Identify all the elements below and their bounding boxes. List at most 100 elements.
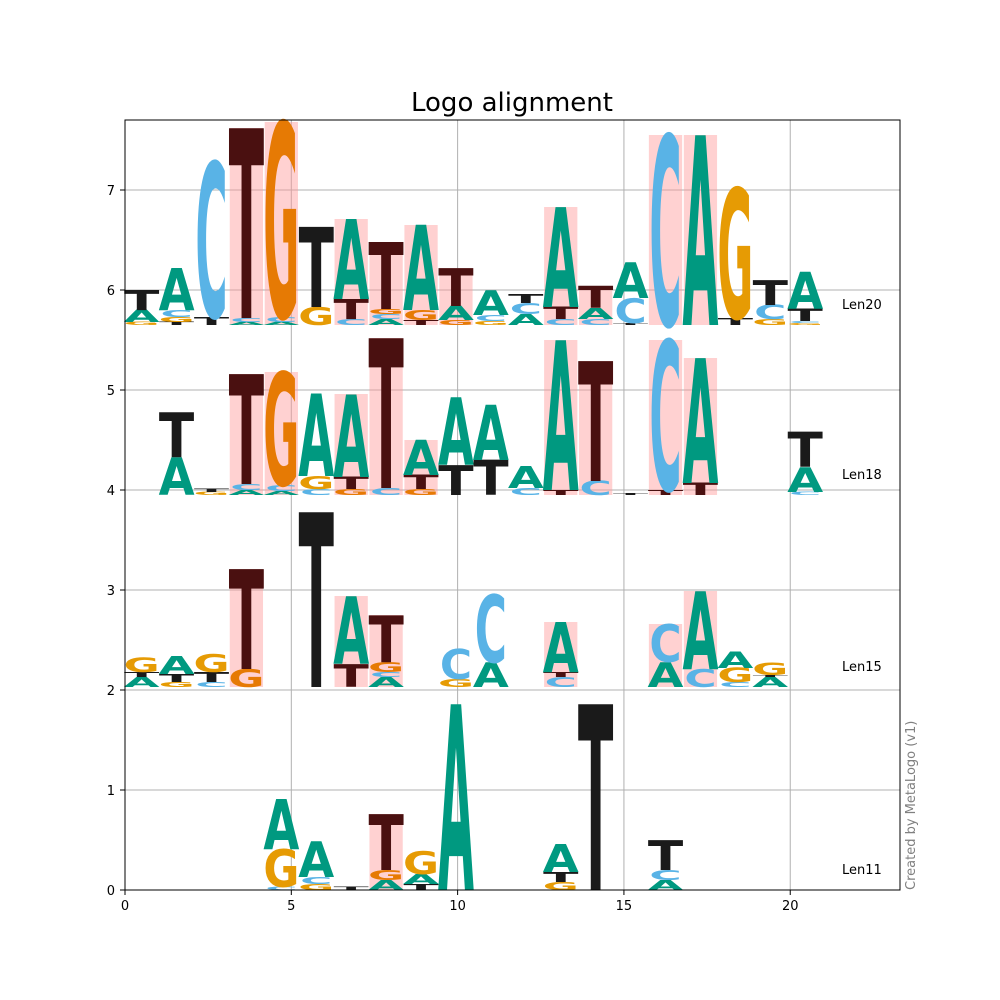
y-tick-label: 0 bbox=[107, 884, 115, 899]
logo-letter-T: T bbox=[718, 316, 754, 327]
logo-letter-T: T bbox=[613, 322, 648, 325]
x-axis-ticks: 0 5 10 15 20 bbox=[121, 890, 799, 914]
logo-letter-T: T bbox=[194, 669, 230, 685]
logo-letter-A: A bbox=[298, 371, 334, 503]
y-tick-label: 7 bbox=[107, 184, 115, 199]
logo-letter-C: C bbox=[195, 122, 227, 369]
logo-letter-A: A bbox=[368, 317, 404, 327]
logo-letter-T: T bbox=[438, 458, 473, 505]
logo-letter-C: C bbox=[265, 484, 297, 493]
logo-letter-A: A bbox=[473, 283, 509, 323]
logo-letter-A: A bbox=[159, 651, 195, 680]
logo-letter-A: A bbox=[438, 380, 474, 488]
logo-letter-A: A bbox=[543, 837, 579, 882]
highlight-band bbox=[264, 372, 298, 495]
logo-letter-T: T bbox=[753, 674, 788, 677]
highlight-band bbox=[334, 219, 368, 325]
logo-letter-T: T bbox=[403, 319, 438, 327]
logo-letter-A: A bbox=[124, 675, 161, 691]
logo-letter-A: A bbox=[682, 572, 718, 695]
logo-letter-A: A bbox=[543, 609, 579, 689]
logo-letter-A: A bbox=[298, 833, 334, 890]
highlight-band bbox=[648, 340, 683, 495]
logo-letter-C: C bbox=[649, 867, 681, 883]
logo-letter-G: G bbox=[438, 319, 474, 327]
y-tick-label: 6 bbox=[107, 284, 115, 299]
logo-letter-A: A bbox=[473, 655, 509, 695]
logo-letter-C: C bbox=[300, 488, 332, 497]
logo-letter-C: C bbox=[545, 318, 577, 327]
logo-letter-T: T bbox=[578, 654, 613, 951]
highlight-band bbox=[683, 591, 718, 687]
logo-letter-A: A bbox=[508, 311, 544, 328]
logo-letter-C: C bbox=[335, 318, 367, 327]
logo-letter-G: G bbox=[473, 320, 509, 326]
highlight-band bbox=[369, 338, 403, 495]
logo-letter-T: T bbox=[334, 658, 369, 695]
logo-letter-A: A bbox=[403, 431, 439, 487]
logo-letter-T: T bbox=[508, 292, 544, 306]
logo-letter-G: G bbox=[298, 303, 334, 331]
logo-letter-G: G bbox=[298, 473, 334, 494]
highlight-band bbox=[334, 596, 368, 687]
chart-title: Logo alignment bbox=[411, 88, 613, 118]
logo-letter-T: T bbox=[299, 206, 334, 334]
logo-letter-T: T bbox=[683, 480, 718, 499]
logo-letter-C: C bbox=[649, 614, 681, 675]
logo-letter-A: A bbox=[368, 675, 405, 691]
logo-letter-T: T bbox=[403, 472, 439, 494]
logo-letter-G: G bbox=[543, 880, 579, 893]
x-tick-label: 0 bbox=[121, 899, 129, 914]
logo-letter-A: A bbox=[263, 786, 299, 866]
logo-letter-A: A bbox=[124, 307, 160, 326]
logo-letter-G: G bbox=[717, 153, 753, 360]
logo-letter-C: C bbox=[265, 886, 297, 891]
logo-letter-G: G bbox=[368, 308, 404, 316]
logo-letter-A: A bbox=[403, 872, 440, 888]
logo-letter-G: G bbox=[403, 846, 439, 882]
logo-letter-G: G bbox=[403, 488, 439, 497]
logo-letter-A: A bbox=[263, 490, 300, 496]
logo-letter-C: C bbox=[580, 477, 612, 499]
row-label: Len11 bbox=[842, 863, 882, 878]
logo-letter-G: G bbox=[752, 660, 788, 679]
logo-letter-A: A bbox=[752, 675, 789, 691]
logo-letter-T: T bbox=[229, 78, 264, 380]
y-tick-label: 3 bbox=[107, 584, 115, 599]
logo-letter-G: G bbox=[124, 654, 160, 676]
logo-letter-G: G bbox=[124, 321, 160, 326]
logo-letter-T: T bbox=[124, 671, 159, 679]
highlight-band bbox=[683, 135, 718, 325]
logo-letter-G: G bbox=[193, 650, 229, 678]
logo-letter-C: C bbox=[230, 483, 262, 492]
logo-letter-T: T bbox=[368, 224, 403, 331]
logo-letter-A: A bbox=[159, 257, 195, 324]
logo-letter-T: T bbox=[648, 489, 683, 497]
highlight-band bbox=[544, 207, 578, 325]
logo-letter-C: C bbox=[230, 317, 262, 323]
logo-letter-C: C bbox=[475, 314, 507, 323]
logo-letter-T: T bbox=[473, 451, 508, 507]
logo-letter-G: G bbox=[333, 488, 369, 497]
logo-letter-T: T bbox=[543, 671, 578, 679]
logo-letter-C: C bbox=[300, 876, 332, 887]
highlight-band bbox=[544, 622, 578, 687]
y-tick-label: 5 bbox=[107, 384, 115, 399]
logo-letter-G: G bbox=[159, 681, 195, 689]
highlight-band bbox=[404, 225, 438, 325]
logo-letter-T: T bbox=[229, 344, 264, 521]
row-label: Len18 bbox=[842, 468, 882, 483]
logo-letter-T: T bbox=[124, 285, 160, 317]
logo-letter-G: G bbox=[438, 677, 474, 690]
logo-letter-A: A bbox=[543, 181, 579, 340]
logo-letter-T: T bbox=[753, 274, 788, 314]
logo-letter-C: C bbox=[510, 300, 542, 317]
logo-letter-G: G bbox=[159, 316, 195, 324]
row-labels: Len20 Len18 Len15 Len11 bbox=[842, 298, 882, 878]
highlight-band bbox=[264, 122, 298, 325]
logo-letter-C: C bbox=[370, 671, 402, 679]
logo-letter-T: T bbox=[368, 299, 403, 538]
logo-letter-C: C bbox=[614, 292, 646, 332]
logo-letter-T: T bbox=[438, 259, 474, 319]
